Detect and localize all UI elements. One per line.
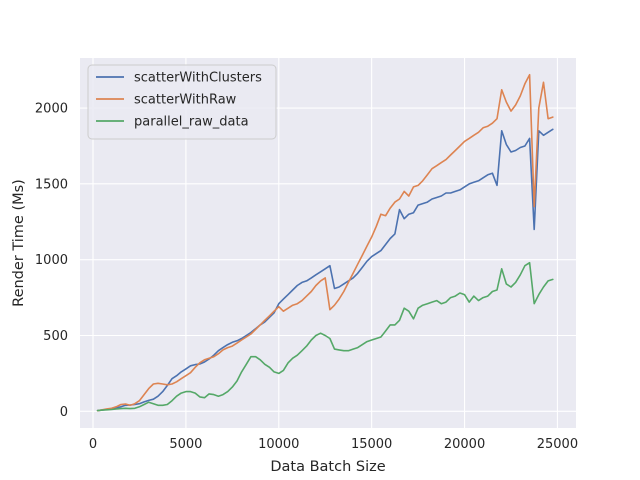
y-tick-label: 1500 xyxy=(35,177,68,192)
legend-label: parallel_raw_data xyxy=(134,115,249,130)
y-axis-title: Render Time (Ms) xyxy=(11,179,27,307)
x-axis-title: Data Batch Size xyxy=(270,459,385,475)
y-tick-label: 2000 xyxy=(35,102,68,117)
x-tick-label: 15000 xyxy=(351,437,392,452)
legend: scatterWithClusters scatterWithRaw paralle… xyxy=(87,64,277,140)
legend-box xyxy=(87,64,277,140)
legend-label: scatterWithClusters xyxy=(134,71,262,86)
x-tick-label: 5000 xyxy=(169,437,202,452)
y-tick-label: 500 xyxy=(43,329,68,344)
y-axis-ticks: 0 500 1000 1500 2000 xyxy=(35,102,68,420)
y-tick-label: 0 xyxy=(60,405,68,420)
series-lines xyxy=(96,73,554,412)
legend-label: scatterWithRaw xyxy=(134,93,237,108)
x-tick-label: 25000 xyxy=(537,437,578,452)
x-tick-label: 0 xyxy=(89,437,97,452)
x-tick-label: 20000 xyxy=(444,437,485,452)
grid-lines xyxy=(80,58,576,428)
x-tick-label: 10000 xyxy=(258,437,299,452)
series-line-parallel_raw_data xyxy=(96,261,554,412)
series-line-scatterWithRaw xyxy=(96,73,554,412)
x-axis-ticks: 0 5000 10000 15000 20000 25000 xyxy=(89,437,578,452)
series-line-scatterWithClusters xyxy=(96,128,554,412)
y-tick-label: 1000 xyxy=(35,253,68,268)
